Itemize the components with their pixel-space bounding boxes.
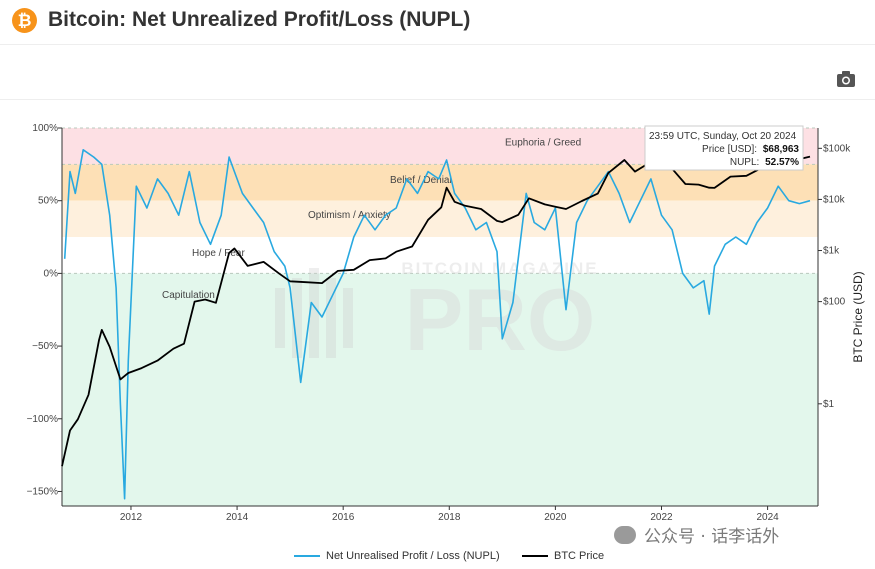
y-right-tick-label: $100k xyxy=(823,143,851,154)
x-tick-label: 2012 xyxy=(120,512,143,523)
nupl-chart[interactable]: BITCOIN MAGAZINE PRO Euphoria / Greed Bel… xyxy=(0,98,875,523)
zone-band-4 xyxy=(62,273,818,506)
zone-labels: Euphoria / Greed Belief / Denial Optimism … xyxy=(162,137,581,301)
legend-swatch-nupl xyxy=(294,555,320,557)
zone-label-1: Belief / Denial xyxy=(390,175,452,186)
y-right-tick-label: $10k xyxy=(823,194,846,205)
zone-label-3: Hope / Fear xyxy=(192,248,245,259)
tooltip: 23:59 UTC, Sunday, Oct 20 2024 Price [US… xyxy=(644,125,804,171)
zone-band-2 xyxy=(62,200,818,238)
camera-icon[interactable] xyxy=(837,71,855,87)
page-title: Bitcoin: Net Unrealized Profit/Loss (NUP… xyxy=(48,8,471,31)
x-tick-label: 2014 xyxy=(226,512,249,523)
tooltip-price-value: $68,963 xyxy=(763,144,800,155)
legend-swatch-price xyxy=(522,555,548,557)
wechat-icon xyxy=(614,525,636,544)
y-left-tick-label: −150% xyxy=(27,486,59,497)
legend-item-nupl[interactable]: Net Unrealised Profit / Loss (NUPL) xyxy=(294,550,500,562)
zone-label-0: Euphoria / Greed xyxy=(505,137,581,148)
legend: Net Unrealised Profit / Loss (NUPL) BTC … xyxy=(0,548,875,566)
watermark-line2: PRO xyxy=(405,270,596,369)
y-right-tick-label: $1k xyxy=(823,246,840,257)
tooltip-price-label: Price [USD]: xyxy=(702,144,757,155)
legend-item-price[interactable]: BTC Price xyxy=(522,550,604,562)
y-left-tick-label: −100% xyxy=(27,414,59,425)
wechat-text: 公众号 · 话李话外 xyxy=(644,527,780,547)
watermark-logo-icon xyxy=(275,268,353,358)
tooltip-box xyxy=(644,125,804,171)
series-line-nupl xyxy=(63,148,811,500)
y-right-tick-label: $1 xyxy=(823,399,835,410)
zone-band-3 xyxy=(62,237,818,274)
chart-toolbar xyxy=(0,44,875,100)
y-left-tick-label: 100% xyxy=(32,123,58,134)
y-left-tick-label: 50% xyxy=(38,196,58,207)
bitcoin-logo-icon: ₿ xyxy=(12,8,37,33)
legend-label-nupl: Net Unrealised Profit / Loss (NUPL) xyxy=(326,550,500,562)
x-tick-label: 2020 xyxy=(544,512,567,523)
tooltip-nupl-value: 52.57% xyxy=(765,157,799,168)
x-tick-label: 2022 xyxy=(650,512,673,523)
zone-label-4: Capitulation xyxy=(162,290,215,301)
y-right-tick-label: $100 xyxy=(823,297,846,308)
x-tick-label: 2016 xyxy=(332,512,355,523)
sentiment-zones xyxy=(62,127,818,506)
legend-label-price: BTC Price xyxy=(554,550,605,562)
y-axis-right-title: BTC Price (USD) xyxy=(851,271,865,362)
svg-text:NUPL: 52.57%: NUPL: 52.57% xyxy=(730,157,799,168)
x-tick-label: 2024 xyxy=(756,512,779,523)
svg-text:Price [USD]: $68,963: Price [USD]: $68,963 xyxy=(702,144,799,155)
x-tick-label: 2018 xyxy=(438,512,461,523)
y-left-tick-label: −50% xyxy=(32,341,58,352)
tooltip-nupl-label: NUPL: xyxy=(730,157,759,168)
tooltip-time: 23:59 UTC, Sunday, Oct 20 2024 xyxy=(649,131,797,142)
zone-label-2: Optimism / Anxiety xyxy=(308,210,391,221)
axes: 100% 50% 0% −50% −100% −150% $100k $10k $1k $100 $… xyxy=(27,123,865,523)
y-left-tick-label: 0% xyxy=(44,268,59,279)
watermark-line1: BITCOIN MAGAZINE xyxy=(401,259,598,278)
header: ₿ Bitcoin: Net Unrealized Profit/Loss (N… xyxy=(0,0,875,44)
wechat-watermark: 公众号 · 话李话外 xyxy=(614,522,779,547)
